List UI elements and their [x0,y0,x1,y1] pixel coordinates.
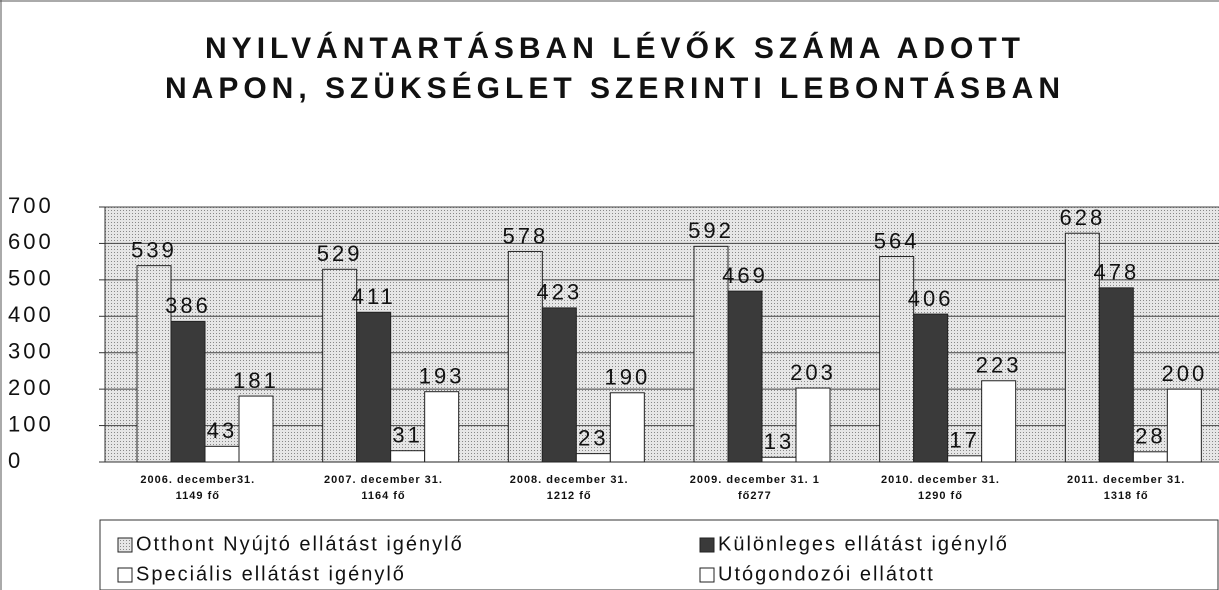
bar [238,395,274,463]
bar [795,387,831,463]
value-label: 13 [764,429,794,454]
y-tick-label: 100 [8,411,54,436]
y-tick-label: 300 [8,339,54,364]
value-label: 181 [233,368,279,393]
value-label: 478 [1093,260,1139,285]
x-tick-label: 1164 fő [361,490,405,502]
bar [390,450,426,463]
bar [1132,451,1168,463]
value-label: 529 [317,241,363,266]
chart-title: NAPON, SZÜKSÉGLET SZERINTI LEBONTÁSBAN [165,71,1065,105]
bar [1098,287,1134,463]
bar [204,445,240,463]
value-label: 203 [790,360,836,385]
x-tick-label: 2009. december 31. 1 [690,474,820,486]
bar [981,380,1017,463]
x-tick-label: 1290 fő [918,490,963,502]
legend-label: Utógondozói ellátott [718,563,935,585]
x-tick-label: 2007. december 31. [324,474,443,486]
value-label: 592 [688,218,734,243]
y-tick-label: 200 [8,375,54,400]
bar [575,453,611,463]
x-tick-label: 2011. december 31. [1067,474,1185,486]
chart-title: NYILVÁNTARTÁSBAN LÉVŐK SZÁMA ADOTT [205,31,1025,65]
value-label: 411 [352,284,396,309]
value-label: 31 [392,423,422,448]
bar [947,455,983,463]
x-tick-label: 1212 fő [547,490,592,502]
bar [170,320,206,463]
bar [693,245,729,463]
legend-swatch [699,537,715,553]
bar [356,311,392,463]
value-label: 423 [536,280,582,305]
bar [609,392,645,463]
value-label: 17 [949,428,979,453]
y-tick-label: 600 [8,229,54,254]
x-tick-label: 1318 fő [1104,490,1149,502]
value-label: 223 [976,353,1022,378]
bar [761,456,797,463]
x-tick-label: fő277 [738,490,772,502]
value-label: 578 [502,223,548,248]
bar [727,290,763,463]
bar [913,313,949,463]
bar [507,250,543,463]
value-label: 406 [908,286,954,311]
legend-swatch [699,567,715,583]
bar [1064,232,1100,463]
y-tick-label: 700 [8,193,54,218]
value-label: 190 [604,365,650,390]
x-tick-label: 2006. december31. [140,474,255,486]
value-label: 200 [1161,361,1207,386]
value-label: 386 [165,293,211,318]
legend-label: Különleges ellátást igénylő [718,533,1009,555]
legend-swatch [117,537,133,553]
bar [1166,388,1202,463]
value-label: 193 [419,364,465,389]
legend [99,519,1219,590]
y-tick-label: 500 [8,266,54,291]
bar [541,307,577,463]
bar [879,256,915,463]
legend-label: Speciális ellátást igénylő [136,563,406,585]
legend-label: Otthont Nyújtó ellátást igénylő [136,533,464,555]
x-tick-label: 1149 fő [176,490,220,502]
bar [424,391,460,463]
plot-area [105,207,1219,462]
y-tick-label: 0 [8,448,23,473]
y-tick-label: 400 [8,302,54,327]
value-label: 469 [722,263,768,288]
legend-swatch [117,567,133,583]
x-tick-label: 2008. december 31. [510,474,629,486]
value-label: 28 [1135,424,1165,449]
value-label: 43 [207,418,237,443]
x-tick-label: 2010. december 31. [881,474,1000,486]
value-label: 23 [578,425,608,450]
value-label: 628 [1059,205,1105,230]
value-label: 539 [131,237,177,262]
value-label: 564 [874,228,920,253]
